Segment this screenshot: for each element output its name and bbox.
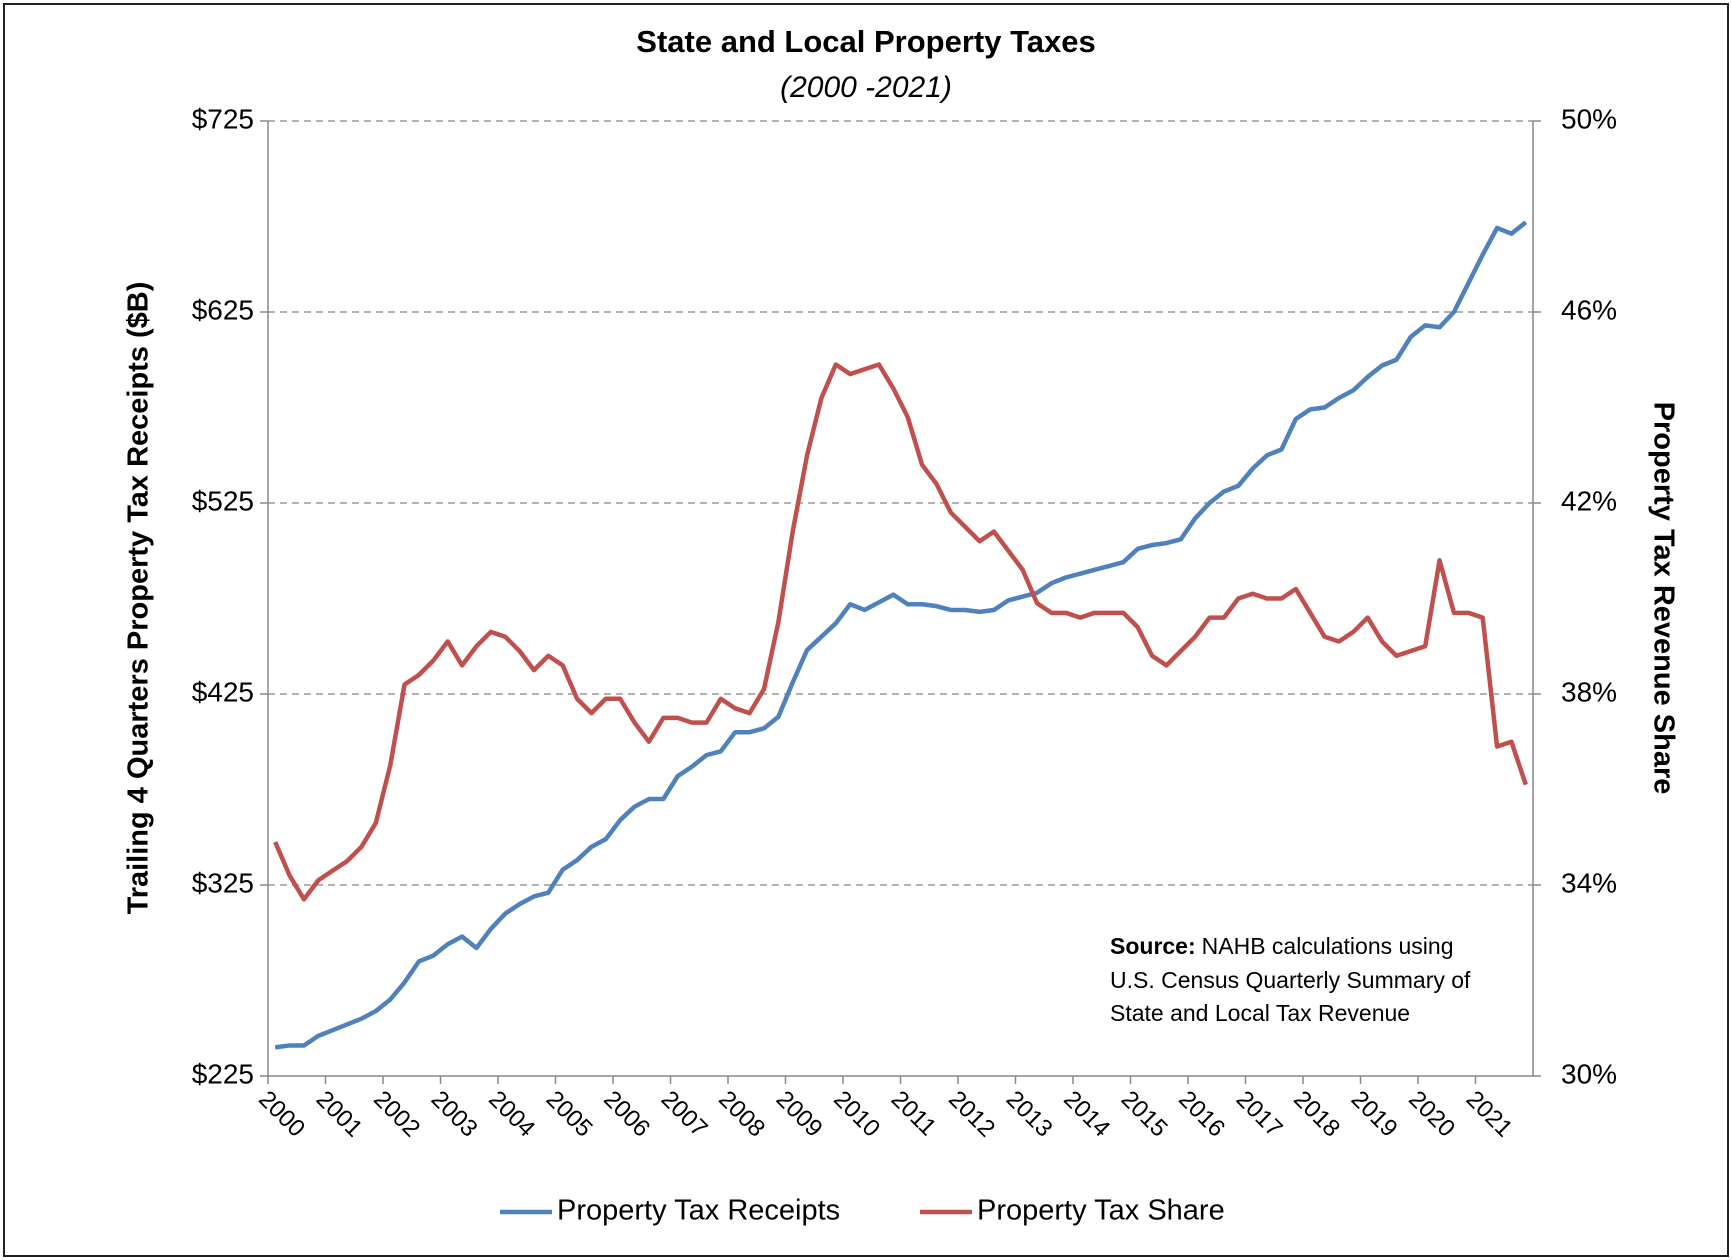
y2-axis-label: Property Tax Revenue Share (1647, 402, 1679, 795)
annotation-line: U.S. Census Quarterly Summary of (1110, 967, 1471, 993)
legend-label: Property Tax Receipts (557, 1195, 840, 1227)
chart-subtitle: (2000 -2021) (780, 71, 952, 104)
y-axis-label: Trailing 4 Quarters Property Tax Receipt… (123, 282, 155, 915)
y-tick-label: $325 (192, 867, 254, 898)
series-line (274, 220, 1528, 1050)
y2-tick-label: 34% (1561, 867, 1617, 898)
y2-tick-label: 46% (1561, 294, 1617, 325)
y2-tick-label: 30% (1561, 1058, 1617, 1089)
y2-tick-label: 42% (1561, 485, 1617, 516)
annotation-label: Source: (1110, 933, 1196, 959)
legend-label: Property Tax Share (977, 1195, 1225, 1227)
y2-tick-label: 38% (1561, 676, 1617, 707)
y-tick-label: $625 (192, 294, 254, 325)
y-tick-label: $425 (192, 676, 254, 707)
chart-border (3, 3, 1729, 1257)
annotation: Source: NAHB calculations using U.S. Cens… (1110, 933, 1471, 1026)
y-tick-label: $225 (192, 1058, 254, 1089)
series-line (273, 362, 1528, 902)
annotation-text: NAHB calculations using (1202, 933, 1454, 959)
y2-tick-label: 50% (1561, 103, 1617, 134)
y-tick-label: $525 (192, 485, 254, 516)
y-tick-label: $725 (192, 103, 254, 134)
chart-title: State and Local Property Taxes (636, 24, 1095, 59)
annotation-line: State and Local Tax Revenue (1110, 1000, 1410, 1026)
annotation-line: Source: NAHB calculations using (1110, 933, 1453, 959)
